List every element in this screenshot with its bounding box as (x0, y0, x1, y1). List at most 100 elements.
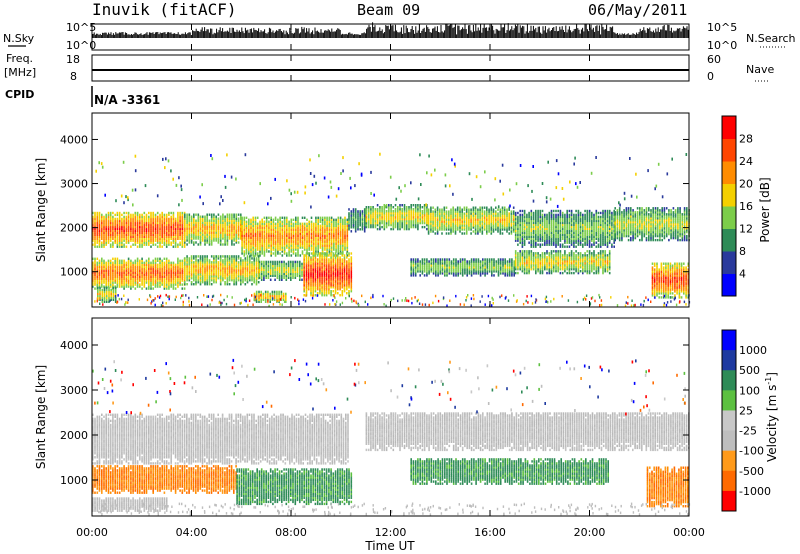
power-cell (579, 241, 582, 244)
power-cell (112, 263, 114, 266)
power-cell (588, 233, 591, 236)
power-cell (179, 217, 181, 221)
nsky-label: N.Sky (3, 32, 35, 45)
power-cell (109, 231, 112, 234)
power-cell (114, 221, 116, 225)
power-cell (233, 237, 235, 240)
power-cell (372, 217, 374, 221)
power-cell (544, 229, 546, 232)
power-cell (103, 281, 105, 284)
power-cell (559, 239, 562, 242)
power-cell (101, 283, 103, 286)
power-cell (546, 239, 548, 242)
power-cell (488, 228, 490, 231)
power-cell (379, 216, 381, 219)
power-cell (107, 211, 110, 215)
power-cell (679, 234, 681, 238)
power-cell (508, 212, 510, 215)
power-cell (105, 265, 107, 268)
power-cell (346, 226, 349, 229)
power-cell (208, 213, 211, 216)
power-cell (410, 214, 412, 217)
power-cell (288, 222, 290, 225)
power-cell (288, 236, 290, 239)
power-cell (445, 206, 448, 209)
power-cell (252, 250, 254, 253)
power-cell (492, 222, 495, 225)
power-cell (136, 265, 139, 268)
power-cell (268, 234, 270, 237)
power-cell (539, 209, 542, 213)
power-cell (235, 241, 238, 244)
power-cell (98, 231, 101, 234)
power-cell (256, 248, 259, 251)
power-cell (523, 215, 526, 219)
power-cell (295, 228, 297, 231)
power-cell (139, 241, 141, 244)
power-cell (468, 222, 470, 225)
power-cell (240, 227, 242, 230)
power-cell (161, 239, 163, 242)
power-cell (315, 228, 317, 231)
power-cell (295, 254, 297, 257)
power-cell (586, 213, 589, 217)
power-cell (252, 216, 254, 219)
power-cell (634, 213, 637, 216)
power-cell (643, 211, 646, 214)
power-cell (379, 221, 381, 225)
power-cell (118, 241, 121, 244)
power-cell (98, 215, 101, 219)
power-cell (319, 236, 322, 239)
power-cell (210, 235, 213, 238)
power-cell (510, 232, 513, 235)
power-cell (591, 237, 593, 240)
power-cell (233, 233, 235, 236)
power-cell (112, 233, 114, 236)
power-cell (199, 237, 202, 240)
power-cell (241, 240, 243, 243)
power-cell (156, 211, 159, 215)
power-cell (591, 227, 593, 230)
power-cell (204, 215, 206, 218)
power-cell (308, 242, 310, 245)
power-cell (606, 221, 609, 225)
power-cell (344, 230, 346, 233)
power-cell (672, 234, 675, 238)
power-cell (101, 275, 103, 278)
power-cell (541, 219, 544, 223)
power-cell (154, 239, 157, 242)
power-cell (335, 236, 337, 239)
power-cell (163, 219, 166, 223)
power-cell (608, 221, 611, 225)
power-cell (268, 242, 270, 245)
power-cell (134, 219, 137, 223)
power-cell (250, 252, 252, 255)
power-cell (254, 242, 257, 245)
power-cell (186, 229, 188, 232)
power-cell (270, 250, 272, 253)
power-cell (573, 225, 575, 229)
power-cell (679, 227, 681, 230)
power-cell (532, 243, 535, 246)
power-cell (204, 225, 206, 228)
power-cell (659, 227, 661, 230)
power-cell (506, 230, 508, 233)
power-cell (367, 217, 370, 221)
power-cell (98, 261, 101, 264)
power-cell (641, 209, 643, 212)
power-cell (172, 223, 175, 227)
power-cell (501, 232, 504, 235)
power-cell (517, 233, 519, 236)
power-cell (539, 239, 542, 242)
power-cell (627, 221, 630, 224)
power-cell (163, 241, 166, 244)
power-cell (150, 211, 152, 215)
power-cell (579, 227, 582, 230)
power-cell (618, 232, 621, 236)
power-cell (535, 215, 537, 219)
power-cell (290, 230, 293, 233)
power-cell (656, 211, 659, 214)
power-cell (193, 215, 195, 218)
power-cell (283, 232, 286, 235)
power-cell (109, 263, 112, 266)
